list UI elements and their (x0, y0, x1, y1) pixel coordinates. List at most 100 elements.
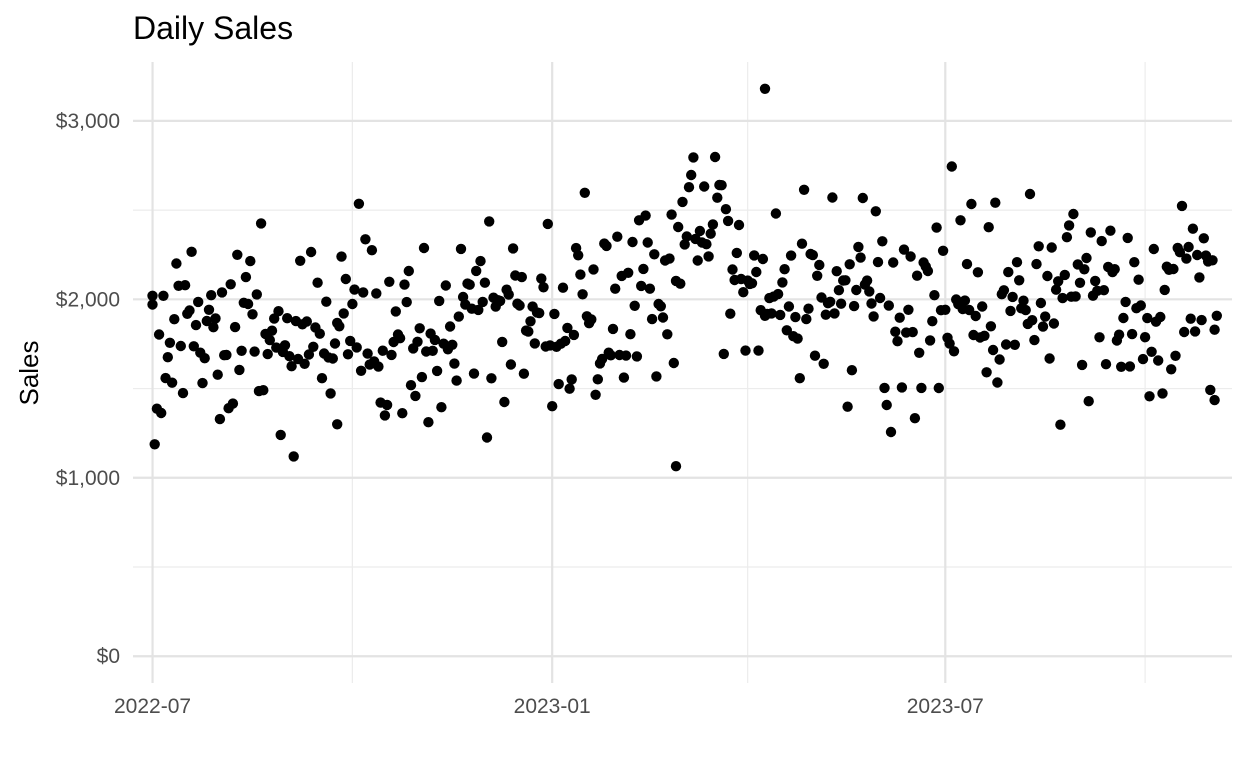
data-point (1170, 350, 1181, 361)
data-point (937, 245, 949, 256)
data-point (829, 308, 840, 319)
data-point (1009, 339, 1020, 350)
data-point (870, 206, 881, 217)
data-point (720, 204, 732, 215)
data-point (262, 348, 273, 360)
data-point (644, 283, 656, 294)
data-point (534, 307, 545, 319)
data-point (184, 305, 195, 316)
data-point (783, 301, 795, 312)
data-point (316, 373, 328, 384)
data-point (1000, 339, 1012, 350)
data-point (212, 369, 223, 380)
data-point (279, 340, 291, 351)
data-point (247, 309, 258, 320)
data-point (848, 300, 860, 312)
data-point (987, 344, 999, 356)
data-point (814, 259, 825, 271)
data-point (332, 419, 343, 430)
data-point (473, 304, 484, 316)
data-point (177, 387, 189, 399)
data-point (210, 313, 221, 324)
data-point (796, 238, 808, 249)
data-point (588, 264, 599, 275)
data-point (201, 315, 212, 327)
data-point (779, 264, 790, 275)
y-axis-label: Sales (14, 340, 44, 405)
data-point (1044, 353, 1055, 364)
data-point (1033, 241, 1044, 252)
chart-title: Daily Sales (133, 10, 293, 46)
data-point (264, 334, 275, 346)
x-tick-label: 2023-07 (907, 695, 984, 718)
data-point (386, 349, 397, 361)
data-point (455, 243, 467, 255)
data-point (1194, 272, 1205, 283)
data-point (384, 276, 395, 287)
data-point (486, 373, 497, 384)
data-point (399, 279, 410, 290)
data-point (229, 321, 241, 333)
data-point (924, 335, 936, 346)
data-point (1024, 188, 1036, 200)
data-point (329, 338, 341, 349)
data-point (718, 348, 729, 360)
data-point (894, 312, 905, 323)
data-point (301, 316, 312, 327)
data-point (1018, 295, 1029, 306)
data-point (712, 192, 723, 203)
data-point (651, 371, 662, 382)
data-point (1148, 243, 1160, 255)
data-point (898, 244, 910, 255)
data-point (1187, 223, 1199, 234)
data-point (1153, 355, 1164, 366)
data-point (1096, 235, 1107, 247)
data-point (499, 396, 510, 408)
data-point (636, 280, 647, 292)
data-point (479, 277, 491, 288)
data-point (1207, 255, 1218, 266)
data-point (929, 290, 940, 301)
data-point (362, 348, 373, 359)
data-point (879, 382, 890, 394)
data-point (401, 296, 412, 308)
data-point (1133, 274, 1144, 285)
data-point (896, 382, 908, 393)
data-point (1192, 249, 1203, 261)
data-point (646, 313, 658, 325)
data-point (418, 242, 430, 254)
data-point (931, 222, 942, 233)
data-point (1120, 296, 1131, 308)
data-point (179, 280, 191, 291)
data-point (342, 349, 354, 360)
data-point (1183, 241, 1194, 253)
data-point (284, 351, 295, 362)
data-point (340, 273, 351, 285)
data-point (560, 335, 571, 347)
data-point (410, 390, 421, 402)
data-point (1083, 396, 1094, 407)
data-point (381, 399, 393, 411)
data-point (403, 265, 414, 277)
data-point (1048, 318, 1060, 329)
data-point (1090, 275, 1101, 287)
data-point (345, 335, 356, 347)
data-point (249, 346, 260, 357)
data-point (983, 222, 994, 233)
data-point (792, 333, 803, 344)
data-point (529, 338, 540, 349)
data-point (738, 287, 749, 298)
data-point (775, 309, 786, 321)
data-point (727, 264, 738, 275)
data-point (416, 371, 428, 383)
data-point (327, 353, 338, 364)
data-point (1020, 304, 1031, 316)
data-point (874, 292, 886, 304)
data-point (961, 258, 973, 270)
data-point (242, 298, 254, 310)
data-point (1035, 297, 1047, 309)
data-point (627, 236, 638, 248)
data-point (1185, 313, 1196, 324)
data-point (575, 269, 586, 280)
data-point (757, 253, 769, 265)
